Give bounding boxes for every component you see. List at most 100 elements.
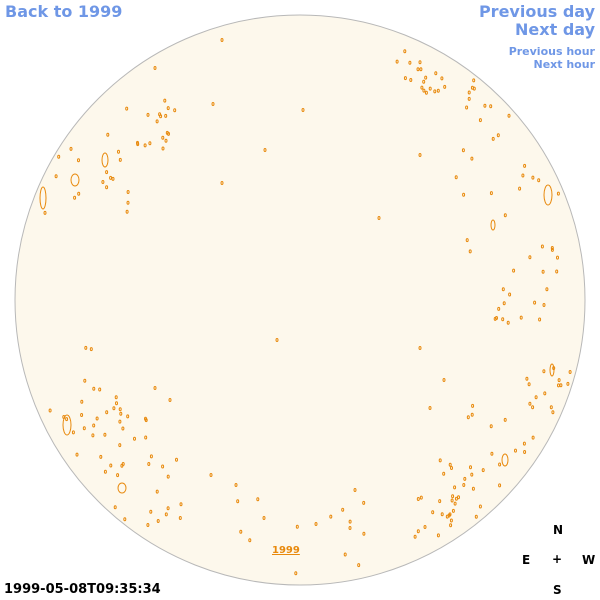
- contour-mark: [478, 118, 482, 123]
- contour-mark: [112, 406, 116, 411]
- contour-mark: [423, 525, 427, 529]
- contour-mark: [418, 153, 422, 157]
- contour-mark: [497, 306, 501, 311]
- compass-center-icon: +: [552, 552, 563, 566]
- contour-mark: [173, 108, 177, 113]
- contour-mark: [301, 108, 305, 112]
- contour-mark: [144, 435, 148, 440]
- contour-mark: [471, 403, 475, 408]
- contour-mark: [348, 526, 352, 530]
- contour-mark: [502, 301, 506, 306]
- contour-mark: [395, 59, 399, 64]
- contour-mark: [111, 176, 115, 181]
- next-hour-link[interactable]: Next hour: [533, 58, 596, 71]
- contour-mark: [462, 483, 466, 487]
- contour-mark: [39, 186, 47, 210]
- contour-mark: [409, 78, 413, 82]
- contour-mark: [507, 113, 511, 118]
- contour-mark: [448, 512, 452, 517]
- year-link[interactable]: 1999: [272, 545, 300, 556]
- contour-mark: [116, 473, 120, 478]
- contour-mark: [457, 495, 460, 500]
- previous-day-link[interactable]: Previous day: [478, 2, 595, 21]
- contour-mark: [161, 135, 165, 140]
- contour-mark: [239, 529, 243, 534]
- contour-mark: [549, 405, 553, 410]
- contour-mark: [54, 174, 58, 179]
- contour-mark: [89, 347, 93, 352]
- contour-mark: [472, 78, 476, 83]
- contour-mark: [146, 523, 150, 527]
- contour-mark: [449, 523, 453, 528]
- contour-mark: [163, 98, 167, 103]
- contour-mark: [483, 103, 487, 108]
- contour-mark: [557, 378, 561, 383]
- contour-mark: [105, 170, 109, 175]
- contour-mark: [442, 378, 446, 382]
- contour-mark: [143, 143, 147, 148]
- contour-mark: [498, 462, 502, 467]
- contour-mark: [489, 191, 493, 196]
- contour-mark: [165, 130, 169, 135]
- contour-mark: [83, 378, 87, 383]
- contour-mark: [77, 191, 81, 196]
- contour-mark: [348, 519, 352, 524]
- contour-mark: [448, 462, 452, 467]
- contour-mark: [543, 391, 547, 396]
- contour-mark: [436, 88, 440, 93]
- contour-mark: [115, 401, 118, 406]
- contour-mark: [275, 338, 279, 342]
- contour-mark: [537, 178, 541, 183]
- contour-mark: [73, 195, 77, 200]
- contour-mark: [220, 38, 224, 42]
- contour-mark: [101, 152, 109, 168]
- contour-mark: [80, 399, 84, 404]
- contour-mark: [568, 370, 572, 374]
- next-day-link[interactable]: Next day: [515, 20, 595, 39]
- contour-mark: [440, 76, 444, 81]
- contour-mark: [159, 114, 163, 119]
- contour-mark: [164, 138, 168, 143]
- previous-hour-link[interactable]: Previous hour: [508, 45, 595, 58]
- contour-mark: [95, 416, 99, 421]
- contour-mark: [431, 510, 435, 515]
- contour-mark: [179, 502, 183, 507]
- contour-mark: [117, 149, 120, 154]
- contour-mark: [236, 499, 240, 504]
- contour-mark: [557, 383, 560, 388]
- contour-mark: [471, 486, 475, 491]
- contour-mark: [413, 534, 417, 539]
- contour-mark: [531, 435, 535, 440]
- contour-mark: [353, 488, 357, 492]
- contour-mark: [541, 269, 545, 274]
- contour-mark: [552, 366, 556, 371]
- contour-mark: [149, 509, 153, 514]
- contour-mark: [84, 345, 88, 350]
- observation-timestamp: 1999-05-08T09:35:34: [4, 582, 161, 597]
- contour-mark: [103, 469, 107, 474]
- contour-mark: [256, 497, 260, 502]
- contour-mark: [523, 163, 527, 168]
- contour-mark: [121, 426, 125, 431]
- contour-mark: [521, 173, 525, 178]
- contour-mark: [220, 181, 224, 185]
- contour-mark: [506, 320, 510, 325]
- contour-mark: [125, 106, 129, 111]
- contour-mark: [175, 457, 178, 462]
- back-to-year-link[interactable]: Back to 1999: [5, 2, 123, 21]
- contour-mark: [424, 75, 428, 80]
- contour-mark: [463, 476, 467, 481]
- contour-mark: [436, 533, 440, 538]
- contour-mark: [424, 90, 428, 95]
- contour-mark: [501, 287, 505, 292]
- contour-mark: [501, 317, 505, 322]
- contour-mark: [357, 563, 361, 568]
- contour-mark: [531, 175, 535, 180]
- contour-mark: [125, 209, 129, 214]
- contour-mark: [161, 464, 165, 469]
- contour-mark: [418, 60, 422, 65]
- contour-mark: [450, 498, 454, 503]
- contour-mark: [118, 157, 122, 162]
- contour-mark: [168, 398, 172, 402]
- contour-mark: [474, 514, 478, 519]
